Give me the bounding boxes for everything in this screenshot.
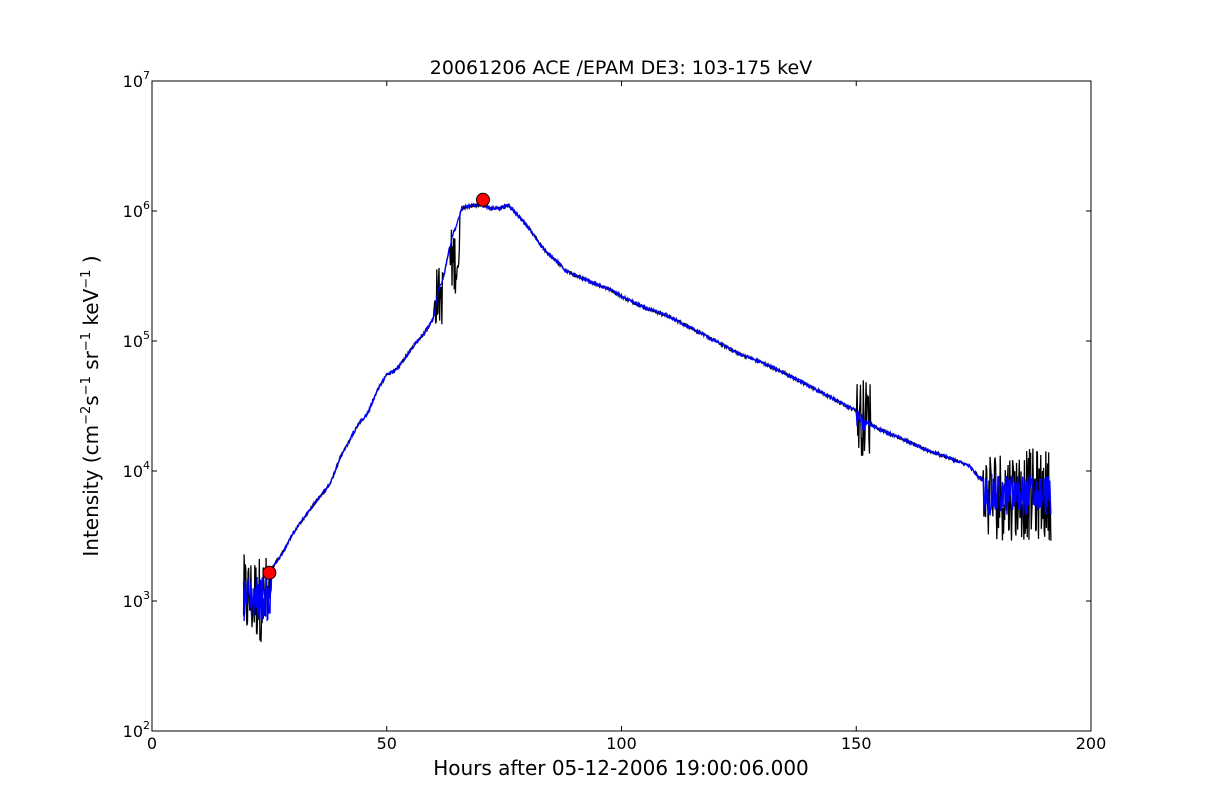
chart-title: 20061206 ACE /EPAM DE3: 103-175 keV (430, 57, 812, 79)
y-tick-label: 103 (123, 589, 150, 611)
y-axis-label: Intensity (cm−2s−1 sr−1 keV−1 ) (79, 255, 103, 556)
data-point-marker (475, 192, 490, 207)
series-line (242, 201, 1052, 622)
data-point-marker (262, 565, 277, 580)
x-tick-label: 200 (1076, 734, 1107, 753)
x-tick-label: 0 (147, 734, 157, 753)
y-tick-label: 102 (123, 719, 150, 741)
y-tick-label: 106 (123, 199, 150, 221)
x-axis-label: Hours after 05-12-2006 19:00:06.000 (433, 756, 809, 780)
ticks: 0 50 100 150 200 102 103 104 105 106 107 (123, 69, 1107, 753)
y-tick-label: 104 (123, 459, 150, 481)
x-tick-label: 100 (606, 734, 637, 753)
plot-area (242, 192, 1052, 642)
y-tick-label: 107 (123, 69, 150, 91)
x-tick-label: 150 (841, 734, 872, 753)
x-tick-label: 50 (377, 734, 397, 753)
y-tick-label: 105 (123, 329, 150, 351)
